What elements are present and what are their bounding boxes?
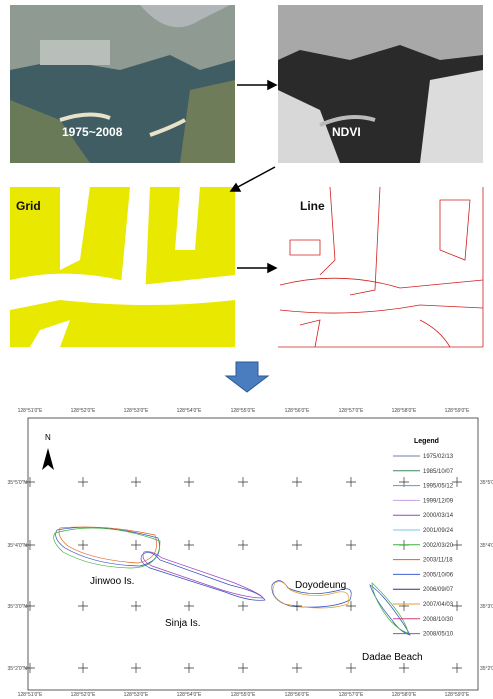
place-label: Dadae Beach [362, 652, 423, 663]
panel-label: 1975~2008 [62, 125, 123, 139]
place-label: Sinja Is. [165, 618, 201, 629]
x-coord-label: 128°52'0"E [71, 408, 96, 414]
y-coord-label: 35°4'0"N [480, 543, 493, 549]
legend-label: 1985/10/07 [423, 469, 454, 475]
x-coord-label: 128°55'0"E [231, 408, 256, 414]
x-coord-label: 128°56'0"E [285, 408, 310, 414]
y-coord-label: 35°4'0"N [8, 543, 28, 549]
legend-label: 2006/09/07 [423, 587, 454, 593]
y-coord-label: 35°2'0"N [8, 666, 28, 672]
legend-title: Legend [414, 438, 439, 445]
place-label: Jinwoo Is. [90, 576, 134, 587]
panel-label: Grid [16, 199, 41, 213]
down-arrow [226, 362, 268, 392]
shoreline-map: N [28, 418, 478, 690]
legend-label: 2001/09/24 [423, 528, 454, 534]
legend-label: 2007/04/03 [423, 602, 454, 608]
y-coord-label: 35°3'0"N [8, 604, 28, 610]
y-coord-label: 35°5'0"N [8, 480, 28, 486]
x-coord-label: 128°53'0"E [124, 692, 149, 698]
x-coord-label: 128°58'0"E [392, 692, 417, 698]
x-coord-label: 128°53'0"E [124, 408, 149, 414]
x-coord-label: 128°52'0"E [71, 692, 96, 698]
legend-label: 1975/02/13 [423, 454, 454, 460]
legend-label: 2008/05/10 [423, 632, 454, 638]
legend-label: 1995/05/12 [423, 484, 454, 490]
x-coord-label: 128°57'0"E [339, 692, 364, 698]
x-coord-label: 128°54'0"E [177, 692, 202, 698]
ndvi-panel: NDVI [278, 5, 483, 163]
legend-label: 2005/10/06 [423, 572, 454, 578]
legend-label: 2003/11/18 [423, 558, 453, 564]
x-coord-label: 128°56'0"E [285, 692, 310, 698]
legend-label: 2002/03/20 [423, 543, 454, 549]
panel-label: Line [300, 199, 325, 213]
y-coord-label: 35°5'0"N [480, 480, 493, 486]
legend-label: 2008/10/30 [423, 617, 454, 623]
north-label: N [45, 433, 51, 442]
x-coord-label: 128°51'0"E [18, 408, 43, 414]
x-coord-label: 128°59'0"E [445, 692, 470, 698]
grid-panel: Grid [10, 187, 235, 347]
satellite-panel: 1975~2008 [10, 5, 235, 163]
place-label: Doyodeung [295, 580, 346, 591]
legend-label: 1999/12/09 [423, 498, 454, 504]
x-coord-label: 128°51'0"E [18, 692, 43, 698]
y-coord-label: 35°2'0"N [480, 666, 493, 672]
legend-label: 2000/03/14 [423, 513, 454, 519]
flow-arrows [231, 81, 276, 272]
x-coord-label: 128°59'0"E [445, 408, 470, 414]
panel-label: NDVI [332, 125, 361, 139]
line-panel: Line [278, 187, 483, 347]
figure: 1975~2008 NDVI Grid Line [0, 0, 493, 699]
page: 1975~2008 NDVI Grid Line [0, 0, 493, 699]
x-coord-label: 128°58'0"E [392, 408, 417, 414]
x-coord-label: 128°54'0"E [177, 408, 202, 414]
x-coord-label: 128°55'0"E [231, 692, 256, 698]
y-coord-label: 35°3'0"N [480, 604, 493, 610]
x-coord-label: 128°57'0"E [339, 408, 364, 414]
